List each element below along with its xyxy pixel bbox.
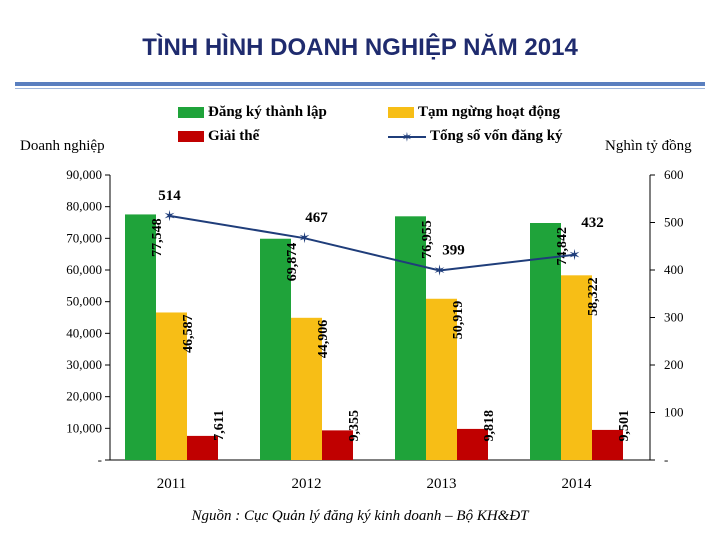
y-axis-left-title: Doanh nghiệp [20,138,105,154]
capital-data-label: 514 [158,188,181,204]
title-divider-thin [15,88,705,89]
legend-item-capital: ✶ Tổng số vốn đăng ký [388,128,563,145]
y-left-tick-label: 90,000 [66,167,102,182]
data-label-suspended: 44,906 [316,320,331,359]
y-left-tick-label: 70,000 [66,230,102,245]
svg-text:✶: ✶ [402,131,413,143]
capital-line [169,214,575,272]
x-tick-label: 2013 [427,476,457,492]
y-right-tick-label: 500 [664,215,684,230]
source-note: Nguồn : Cục Quản lý đăng ký kinh doanh –… [191,508,529,524]
capital-point-marker: ✶ [298,229,311,247]
y-left-tick-label: 50,000 [66,294,102,309]
legend-label-capital: Tổng số vốn đăng ký [430,128,563,144]
capital-point-marker: ✶ [433,261,446,279]
legend-item-suspended: Tạm ngừng hoạt động [388,104,560,121]
legend-label-dissolved: Giải thể [208,128,260,144]
data-label-dissolved: 9,501 [617,410,632,442]
data-label-suspended: 58,322 [586,277,601,316]
legend-label-registered: Đăng ký thành lập [208,104,327,120]
data-label-dissolved: 9,818 [482,410,497,442]
data-label-suspended: 46,587 [181,314,196,353]
bar-suspended [561,275,592,460]
bar-suspended [426,298,457,460]
y-left-tick-label: - [98,452,102,467]
legend-item-registered: Đăng ký thành lập [178,104,327,121]
y-left-tick-label: 30,000 [66,357,102,372]
capital-point-marker: ✶ [163,207,176,225]
capital-data-label: 399 [442,242,465,258]
legend-swatch-dissolved [178,131,204,142]
bar-registered [395,216,426,460]
bar-dissolved [457,428,488,460]
bar-registered [260,238,291,460]
y-left-tick-label: 80,000 [66,199,102,214]
y-right-tick-label: 600 [664,167,684,182]
chart-title: TÌNH HÌNH DOANH NGHIỆP NĂM 2014 [142,34,578,61]
y-axis-right-title: Nghìn tỷ đồng [605,138,692,154]
data-label-registered: 77,548 [150,218,165,257]
capital-data-label: 467 [305,210,328,226]
data-label-dissolved: 7,611 [212,410,227,441]
legend-swatch-suspended [388,107,414,118]
y-left-tick-label: 40,000 [66,325,102,340]
bar-dissolved [322,430,353,460]
legend-swatch-registered [178,107,204,118]
bar-suspended [291,317,322,460]
data-label-suspended: 50,919 [451,301,466,340]
x-tick-label: 2011 [157,476,186,492]
data-label-registered: 69,874 [285,243,300,282]
bar-registered [125,214,156,460]
legend-label-suspended: Tạm ngừng hoạt động [418,104,560,120]
y-right-tick-label: 300 [664,310,684,325]
capital-point-marker: ✶ [568,246,581,264]
y-right-tick-label: - [664,452,668,467]
y-left-tick-label: 60,000 [66,262,102,277]
y-left-tick-label: 20,000 [66,389,102,404]
bar-dissolved [592,429,623,460]
legend-item-dissolved: Giải thể [178,128,259,145]
title-divider [15,82,705,86]
y-left-tick-label: 10,000 [66,420,102,435]
bar-dissolved [187,435,218,460]
bar-suspended [156,312,187,460]
data-label-registered: 76,955 [420,220,435,259]
y-right-tick-label: 200 [664,357,684,372]
data-label-dissolved: 9,355 [347,410,362,442]
capital-data-label: 432 [581,215,604,231]
legend-line-marker-icon: ✶ [388,131,426,143]
x-tick-label: 2012 [292,476,322,492]
x-tick-label: 2014 [562,476,593,492]
y-right-tick-label: 400 [664,262,684,277]
bar-registered [530,223,561,460]
y-right-tick-label: 100 [664,405,684,420]
